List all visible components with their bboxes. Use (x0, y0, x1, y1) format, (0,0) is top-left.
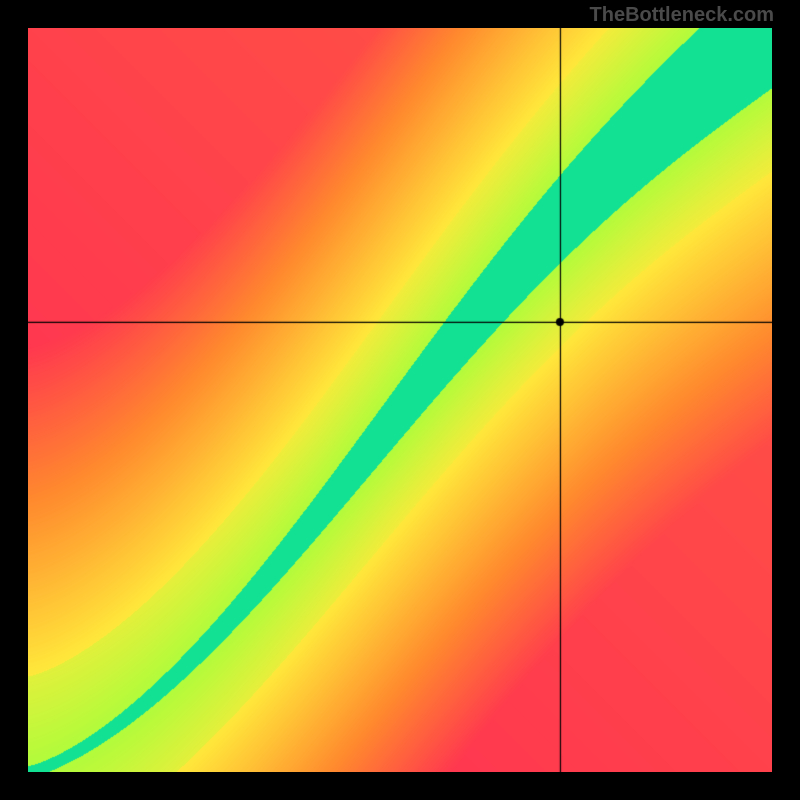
watermark-text: TheBottleneck.com (590, 4, 774, 27)
heatmap-canvas (28, 28, 772, 772)
heatmap-chart (28, 28, 772, 772)
